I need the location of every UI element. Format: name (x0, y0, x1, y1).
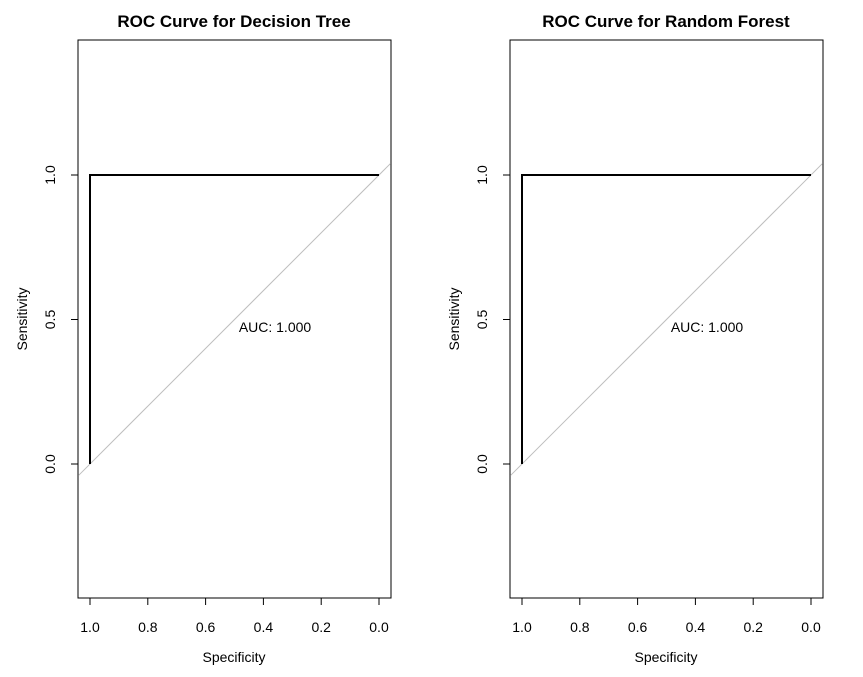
y-tick-label: 1.0 (474, 165, 490, 185)
x-tick-label: 1.0 (512, 619, 532, 635)
chart-panel-decision-tree: ROC Curve for Decision Tree 1.0 0.8 0.6 0.4… (14, 12, 392, 665)
x-axis: 1.0 0.8 0.6 0.4 0.2 0.0 (80, 598, 389, 635)
y-axis: 0.0 0.5 1.0 (474, 165, 510, 474)
y-axis: 0.0 0.5 1.0 (42, 165, 78, 474)
x-tick-label: 0.6 (628, 619, 648, 635)
x-tick-label: 0.8 (570, 619, 590, 635)
reference-diagonal (78, 163, 391, 476)
x-axis: 1.0 0.8 0.6 0.4 0.2 0.0 (512, 598, 821, 635)
y-axis-label: Sensitivity (14, 287, 30, 350)
chart-title: ROC Curve for Decision Tree (117, 12, 350, 31)
x-tick-label: 0.2 (743, 619, 763, 635)
y-tick-label: 0.5 (474, 310, 490, 330)
reference-diagonal (510, 163, 823, 476)
x-axis-label: Specificity (634, 649, 697, 665)
x-axis-label: Specificity (202, 649, 265, 665)
x-tick-label: 0.0 (801, 619, 821, 635)
y-axis-label: Sensitivity (446, 287, 462, 350)
chart-panel-random-forest: ROC Curve for Random Forest 1.0 0.8 0.6 0.4… (446, 12, 824, 665)
roc-curve (89, 174, 379, 464)
x-tick-label: 0.4 (686, 619, 706, 635)
x-tick-label: 0.4 (254, 619, 274, 635)
auc-annotation: AUC: 1.000 (239, 319, 312, 335)
y-tick-label: 0.0 (42, 454, 58, 474)
y-tick-label: 0.0 (474, 454, 490, 474)
x-tick-label: 1.0 (80, 619, 100, 635)
y-tick-label: 1.0 (42, 165, 58, 185)
x-tick-label: 0.8 (138, 619, 158, 635)
x-tick-label: 0.0 (369, 619, 389, 635)
y-tick-label: 0.5 (42, 310, 58, 330)
x-tick-label: 0.2 (311, 619, 331, 635)
auc-annotation: AUC: 1.000 (671, 319, 744, 335)
chart-title: ROC Curve for Random Forest (542, 12, 790, 31)
roc-curve (521, 174, 811, 464)
x-tick-label: 0.6 (196, 619, 216, 635)
